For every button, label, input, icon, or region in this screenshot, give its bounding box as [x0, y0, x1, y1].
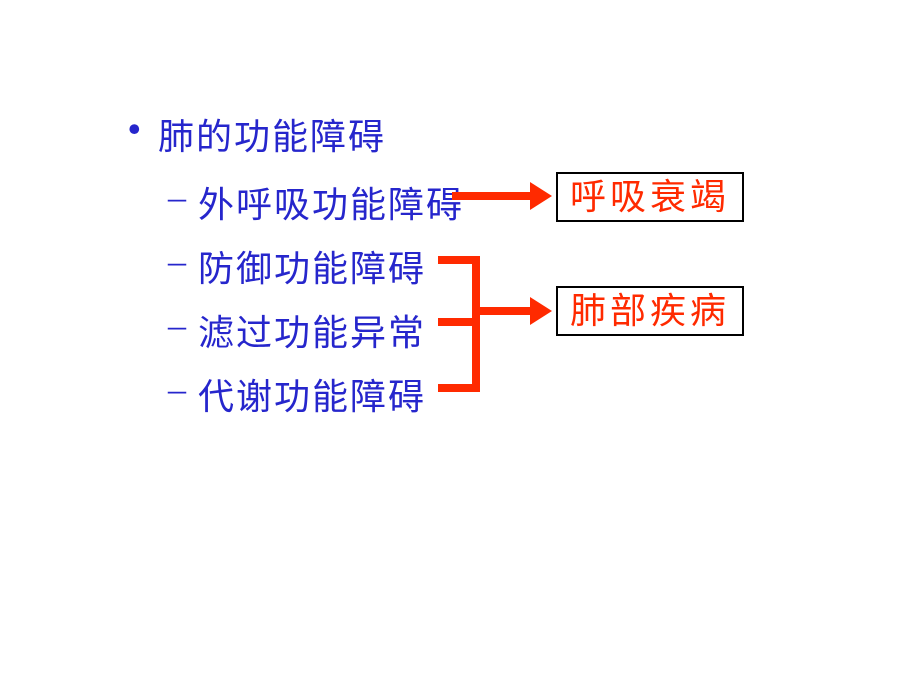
sub-dash-0: –	[168, 176, 186, 218]
main-bullet-dot: •	[128, 108, 141, 150]
result-box-0: 呼吸衰竭	[556, 172, 744, 222]
sub-dash-1: –	[168, 240, 186, 282]
result-box-0-label: 呼吸衰竭	[570, 177, 730, 217]
sub-text-3: 代谢功能障碍	[198, 368, 426, 420]
sub-dash-2: –	[168, 304, 186, 346]
sub-text-0: 外呼吸功能障碍	[198, 176, 464, 228]
result-box-1: 肺部疾病	[556, 286, 744, 336]
main-bullet-text: 肺的功能障碍	[158, 108, 386, 160]
sub-text-2: 滤过功能异常	[198, 304, 426, 356]
sub-dash-3: –	[168, 368, 186, 410]
result-box-1-label: 肺部疾病	[570, 291, 730, 331]
slide-root: • 肺的功能障碍 – 外呼吸功能障碍 – 防御功能障碍 – 滤过功能异常 – 代…	[0, 0, 920, 690]
arrow-layer	[0, 0, 920, 690]
sub-text-1: 防御功能障碍	[198, 240, 426, 292]
